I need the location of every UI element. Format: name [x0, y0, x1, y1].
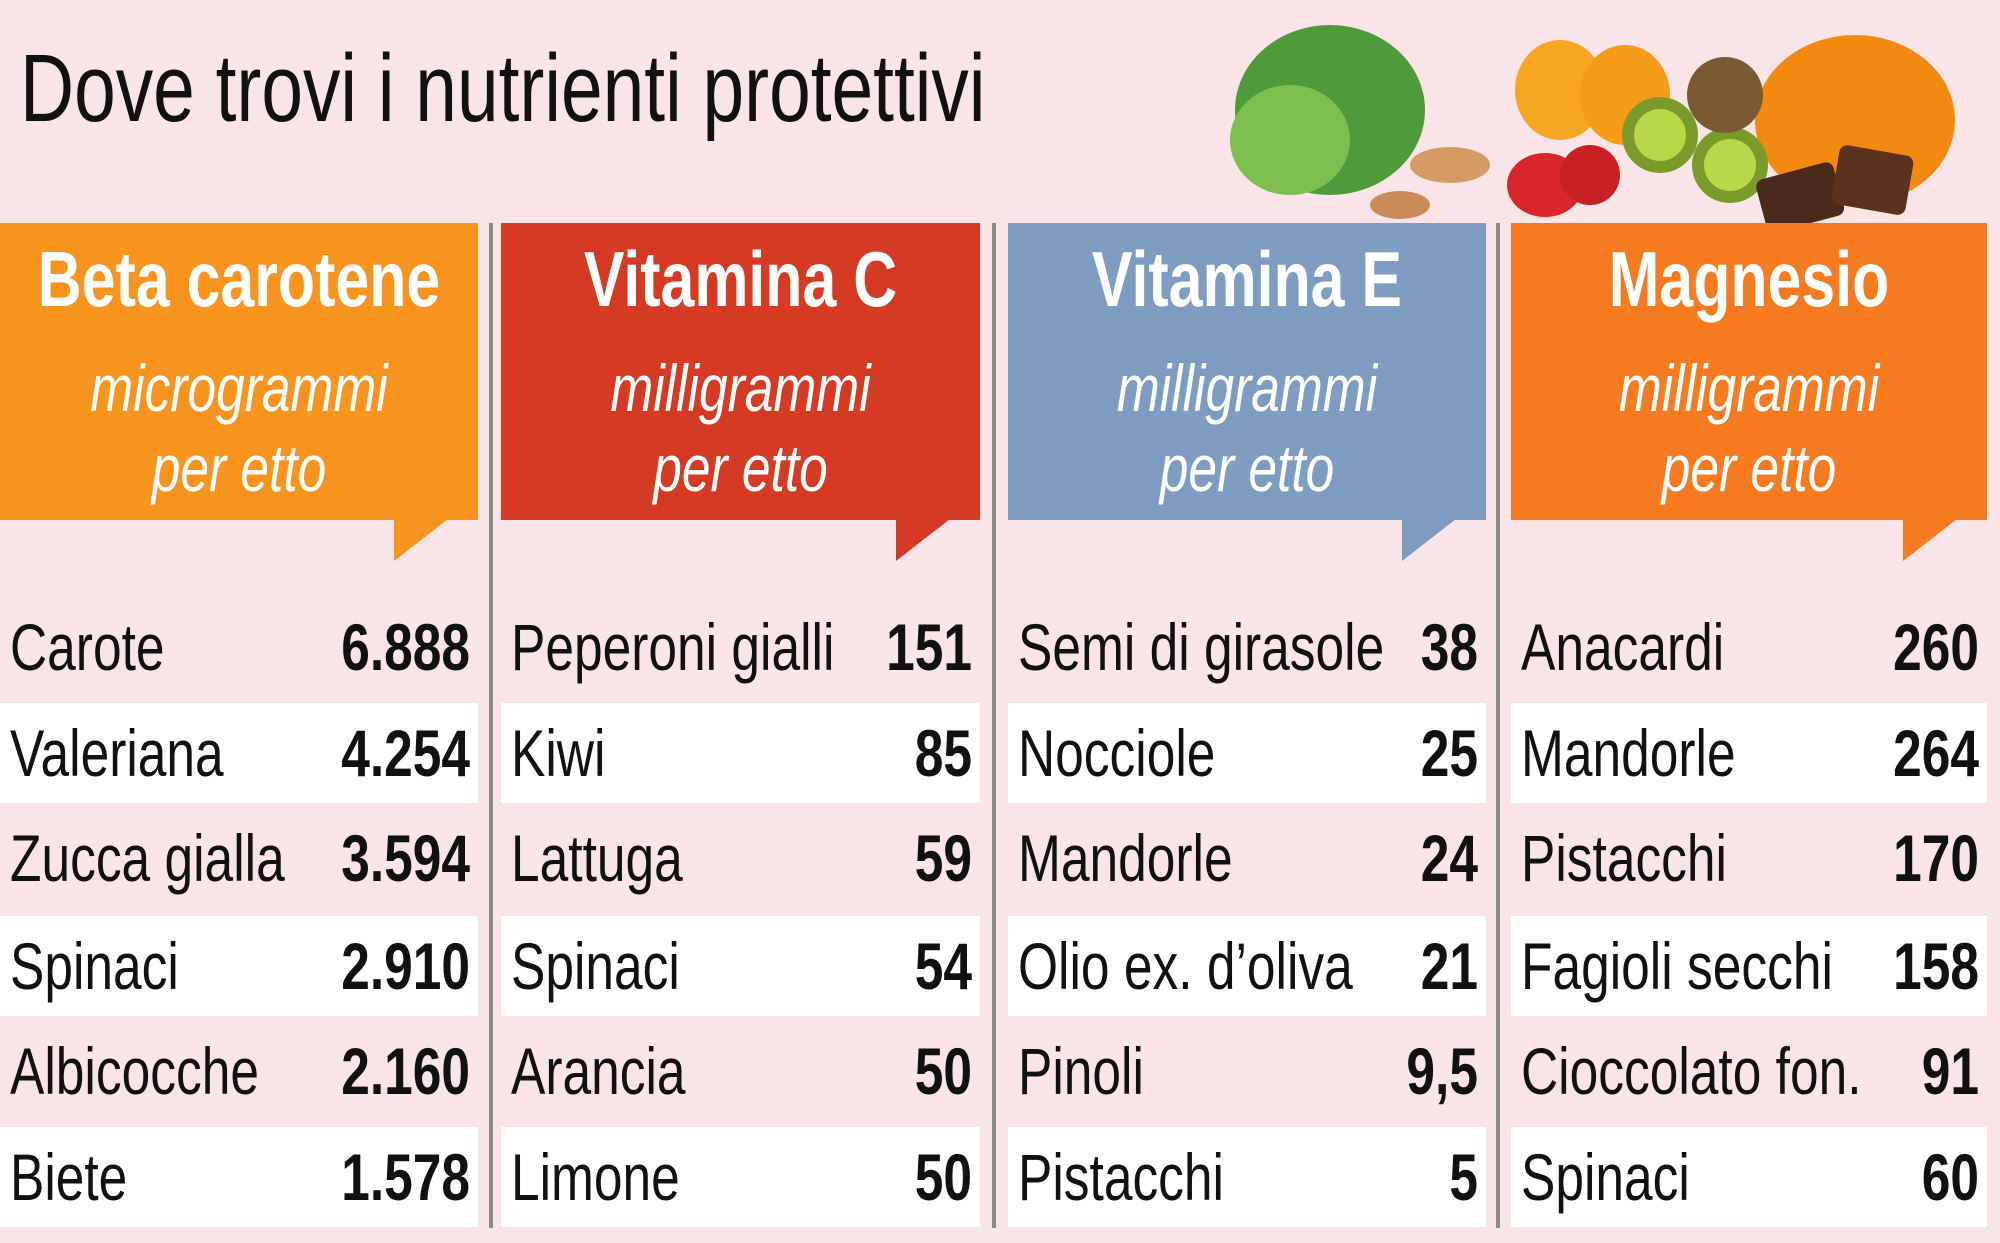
food-value: 50 [915, 1034, 972, 1108]
food-value: 3.594 [341, 821, 470, 895]
food-name: Nocciole [1018, 716, 1215, 790]
row-band [1008, 916, 1486, 1016]
food-name: Spinaci [1521, 1140, 1690, 1214]
food-name: Semi di girasole [1018, 610, 1384, 684]
header-unit: milligrammi [1117, 351, 1379, 425]
header-unit: per etto [150, 431, 326, 505]
header-unit: per etto [1158, 431, 1334, 505]
food-value: 54 [915, 929, 973, 1003]
food-name: Biete [10, 1140, 127, 1214]
food-value: 9,5 [1406, 1034, 1478, 1108]
food-value: 59 [915, 821, 972, 895]
food-value: 151 [886, 610, 972, 684]
header-tail [1903, 519, 1957, 561]
row-band [1511, 703, 1987, 803]
food-value: 24 [1421, 821, 1479, 895]
header-box [1511, 223, 1987, 520]
food-value: 158 [1893, 929, 1979, 1003]
row-band [501, 703, 980, 803]
food-name: Albicocche [10, 1034, 259, 1108]
food-name: Pistacchi [1018, 1140, 1224, 1214]
food-name: Olio ex. d’oliva [1018, 929, 1353, 1003]
row-band [501, 1127, 980, 1227]
header-unit: milligrammi [1619, 351, 1881, 425]
header-unit: per etto [1660, 431, 1836, 505]
row-band [1511, 1127, 1987, 1227]
food-value: 91 [1922, 1034, 1979, 1108]
food-name: Fagioli secchi [1521, 929, 1833, 1003]
food-value: 38 [1421, 610, 1478, 684]
header-tail [394, 519, 448, 561]
food-name: Spinaci [511, 929, 680, 1003]
row-band [0, 1127, 478, 1227]
header-box [0, 223, 478, 520]
header-title: Vitamina C [584, 235, 897, 323]
food-name: Limone [511, 1140, 680, 1214]
row-band [0, 916, 478, 1016]
header-unit: microgrammi [90, 351, 389, 425]
food-name: Carote [10, 610, 165, 684]
header-box [501, 223, 980, 520]
row-band [501, 916, 980, 1016]
food-value: 50 [915, 1140, 972, 1214]
food-value: 260 [1893, 610, 1979, 684]
food-value: 25 [1421, 716, 1478, 790]
header-unit: milligrammi [610, 351, 872, 425]
food-name: Arancia [511, 1034, 686, 1108]
header-title: Magnesio [1609, 235, 1890, 323]
food-value: 85 [915, 716, 972, 790]
food-name: Valeriana [10, 716, 224, 790]
header-tail [1402, 519, 1456, 561]
header-box [1008, 223, 1486, 520]
food-name: Mandorle [1018, 821, 1233, 895]
row-band [1511, 916, 1987, 1016]
header-title: Vitamina E [1092, 235, 1402, 323]
food-value: 5 [1449, 1140, 1478, 1214]
food-value: 264 [1893, 716, 1979, 790]
food-value: 4.254 [341, 716, 470, 790]
row-band [0, 703, 478, 803]
header-unit: per etto [652, 431, 828, 505]
header-title: Beta carotene [38, 235, 440, 323]
food-value: 170 [1893, 821, 1979, 895]
food-value: 21 [1421, 929, 1478, 1003]
food-value: 2.910 [341, 929, 470, 1003]
food-name: Spinaci [10, 929, 179, 1003]
row-band [1008, 703, 1486, 803]
food-name: Anacardi [1521, 610, 1724, 684]
food-name: Zucca gialla [10, 821, 285, 895]
food-value: 2.160 [341, 1034, 470, 1108]
food-name: Peperoni gialli [511, 610, 834, 684]
food-name: Pistacchi [1521, 821, 1727, 895]
food-illustration [1230, 25, 1955, 233]
row-band [1008, 1127, 1486, 1227]
food-name: Pinoli [1018, 1034, 1144, 1108]
food-value: 60 [1922, 1140, 1979, 1214]
food-name: Kiwi [511, 716, 605, 790]
food-name: Mandorle [1521, 716, 1736, 790]
header-tail [896, 519, 950, 561]
food-value: 1.578 [341, 1140, 470, 1214]
food-name: Lattuga [511, 821, 683, 895]
food-value: 6.888 [341, 610, 470, 684]
food-name: Cioccolato fon. [1521, 1034, 1862, 1108]
title: Dove trovi i nutrienti protettivi [20, 35, 986, 142]
